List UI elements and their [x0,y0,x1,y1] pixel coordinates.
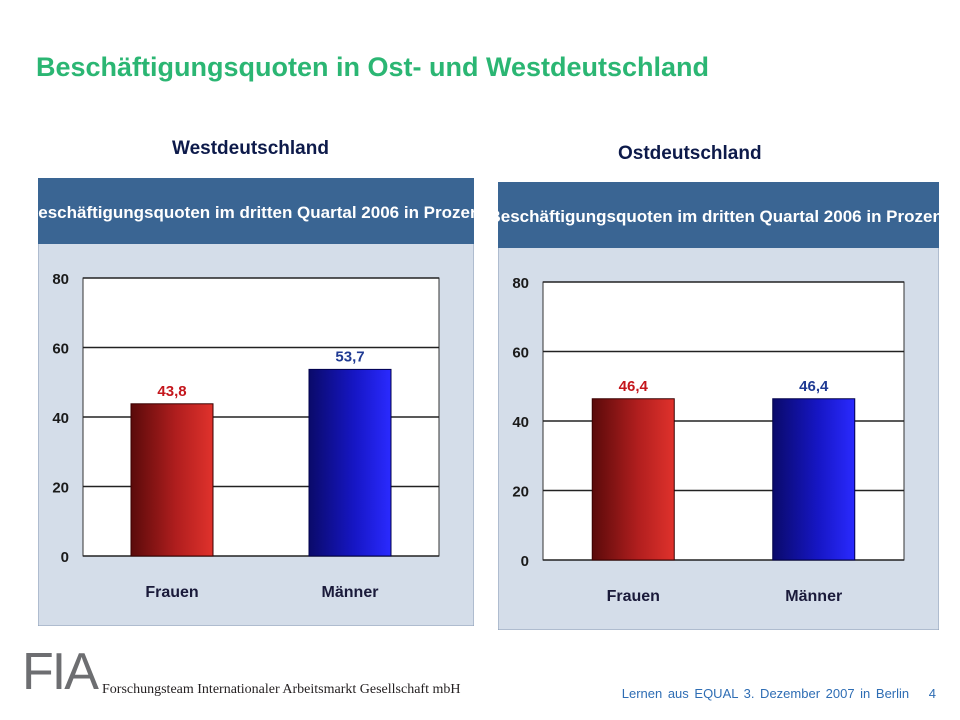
x-tick-label: Männer [785,588,842,605]
data-label: 46,4 [799,378,829,395]
chart-header-band [38,178,474,244]
bar-maenner [308,368,392,557]
fia-logo: FIA Forschungsteam Internationaler Arbei… [22,646,460,700]
page-number: 4 [928,686,936,701]
bar-frauen [591,398,675,561]
x-tick-label: Männer [322,584,379,601]
y-tick-label: 20 [512,484,529,501]
y-tick-label: 0 [521,553,529,570]
data-label: 46,4 [619,378,649,395]
logo-organization: Forschungsteam Internationaler Arbeitsma… [102,682,461,697]
panel-label-west: Westdeutschland [172,138,329,159]
chart-east: Beschäftigungsquoten im dritten Quartal … [498,182,939,630]
footer-text: Lernen aus EQUAL 3. Dezember 2007 in Ber… [621,686,910,701]
x-tick-label: Frauen [145,584,198,601]
chart-west: Beschäftigungsquoten im dritten Quartal … [38,178,474,626]
y-tick-label: 40 [52,410,69,427]
y-tick-label: 60 [52,341,69,358]
chart-header-band [498,182,939,248]
footer: Lernen aus EQUAL 3. Dezember 2007 in Ber… [622,686,936,701]
y-tick-label: 0 [61,549,69,566]
y-tick-label: 40 [512,414,529,431]
y-tick-label: 60 [512,345,529,362]
chart-title: Beschäftigungsquoten im dritten Quartal … [498,207,939,226]
panel-label-east: Ostdeutschland [618,143,762,164]
slide-title: Beschäftigungsquoten in Ost- und Westdeu… [36,52,710,82]
y-tick-label: 80 [512,275,529,292]
bar-frauen [130,403,214,557]
logo-letters: FIA [22,643,99,701]
y-tick-label: 80 [52,271,69,288]
y-tick-label: 20 [52,480,69,497]
bar-maenner [772,398,856,561]
data-label: 53,7 [335,348,364,365]
chart-title: Beschäftigungsquoten im dritten Quartal … [38,203,474,222]
x-tick-label: Frauen [607,588,660,605]
data-label: 43,8 [157,383,186,400]
